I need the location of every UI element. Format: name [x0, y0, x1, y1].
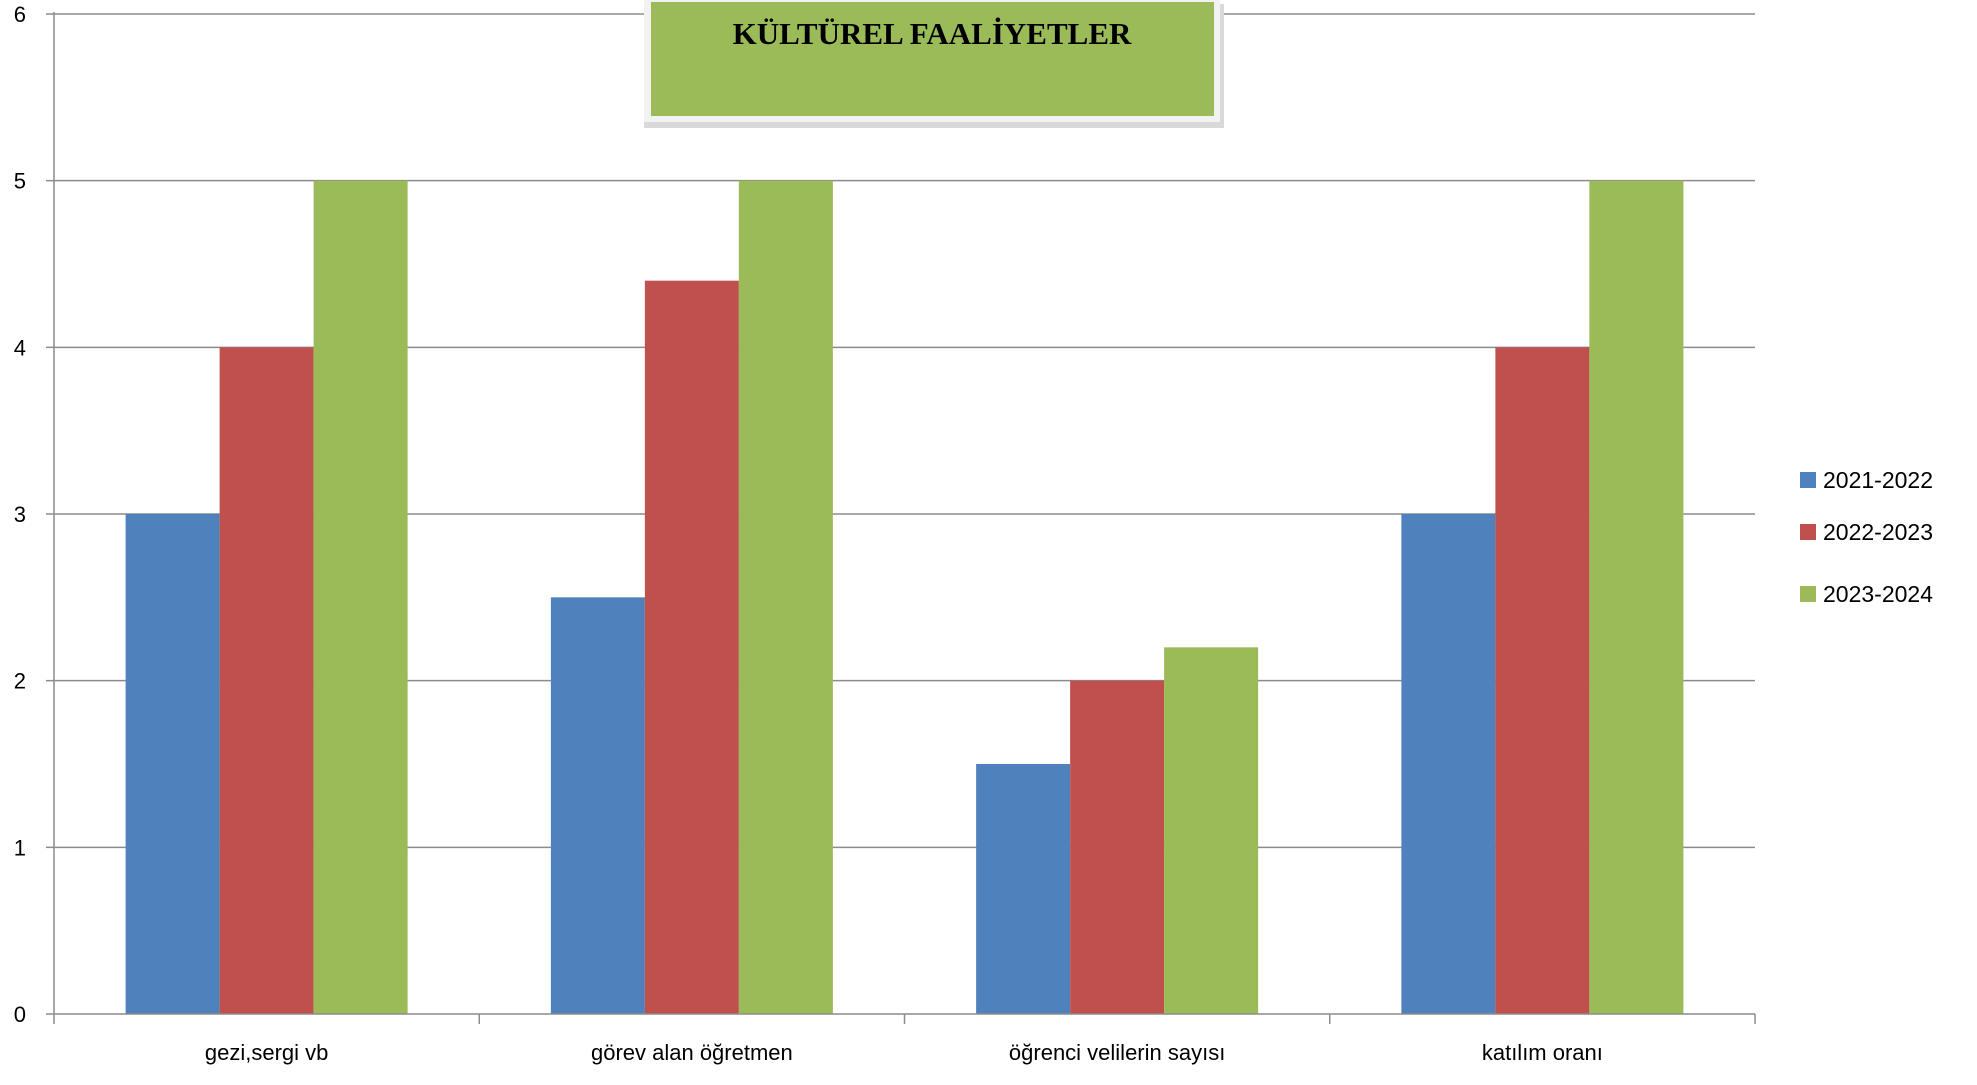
bar — [1495, 347, 1590, 1014]
bar — [1164, 647, 1259, 1014]
bar — [644, 280, 739, 1015]
legend-swatch — [1800, 586, 1816, 602]
y-tick-label: 3 — [14, 502, 26, 527]
legend: 2021-2022 2022-2023 2023-2024 — [1800, 467, 1933, 607]
bar — [313, 180, 408, 1014]
bar — [125, 514, 220, 1014]
y-tick-label: 4 — [14, 335, 26, 360]
y-tick-label: 2 — [14, 669, 26, 694]
bar — [1589, 180, 1684, 1014]
chart-title: KÜLTÜREL FAALİYETLER — [733, 16, 1132, 51]
y-tick-label: 0 — [14, 1002, 26, 1027]
legend-swatch — [1800, 524, 1816, 540]
legend-label: 2023-2024 — [1823, 581, 1933, 607]
title-box — [651, 2, 1214, 116]
x-tick-label: katılım oranı — [1482, 1040, 1603, 1065]
bars — [125, 180, 1684, 1015]
x-tick-label: öğrenci velilerin sayısı — [1009, 1040, 1225, 1065]
legend-label: 2021-2022 — [1823, 467, 1933, 493]
bar — [1070, 680, 1165, 1014]
legend-label: 2022-2023 — [1823, 519, 1933, 545]
y-tick-label: 5 — [14, 169, 26, 194]
y-tick-label: 6 — [14, 2, 26, 27]
legend-swatch — [1800, 472, 1816, 488]
bar — [738, 180, 833, 1014]
bar — [1401, 514, 1496, 1014]
bar — [976, 764, 1071, 1014]
bar — [550, 597, 645, 1014]
bar — [219, 347, 314, 1014]
x-tick-label: gezi,sergi vb — [205, 1040, 329, 1065]
chart-title-box: KÜLTÜREL FAALİYETLER — [644, 0, 1224, 128]
axes: 0 1 2 3 4 5 6 gezi,sergi vb görev alan öğretmen ö… — [14, 2, 1756, 1065]
x-tick-label: görev alan öğretmen — [591, 1040, 793, 1065]
y-tick-label: 1 — [14, 835, 26, 860]
